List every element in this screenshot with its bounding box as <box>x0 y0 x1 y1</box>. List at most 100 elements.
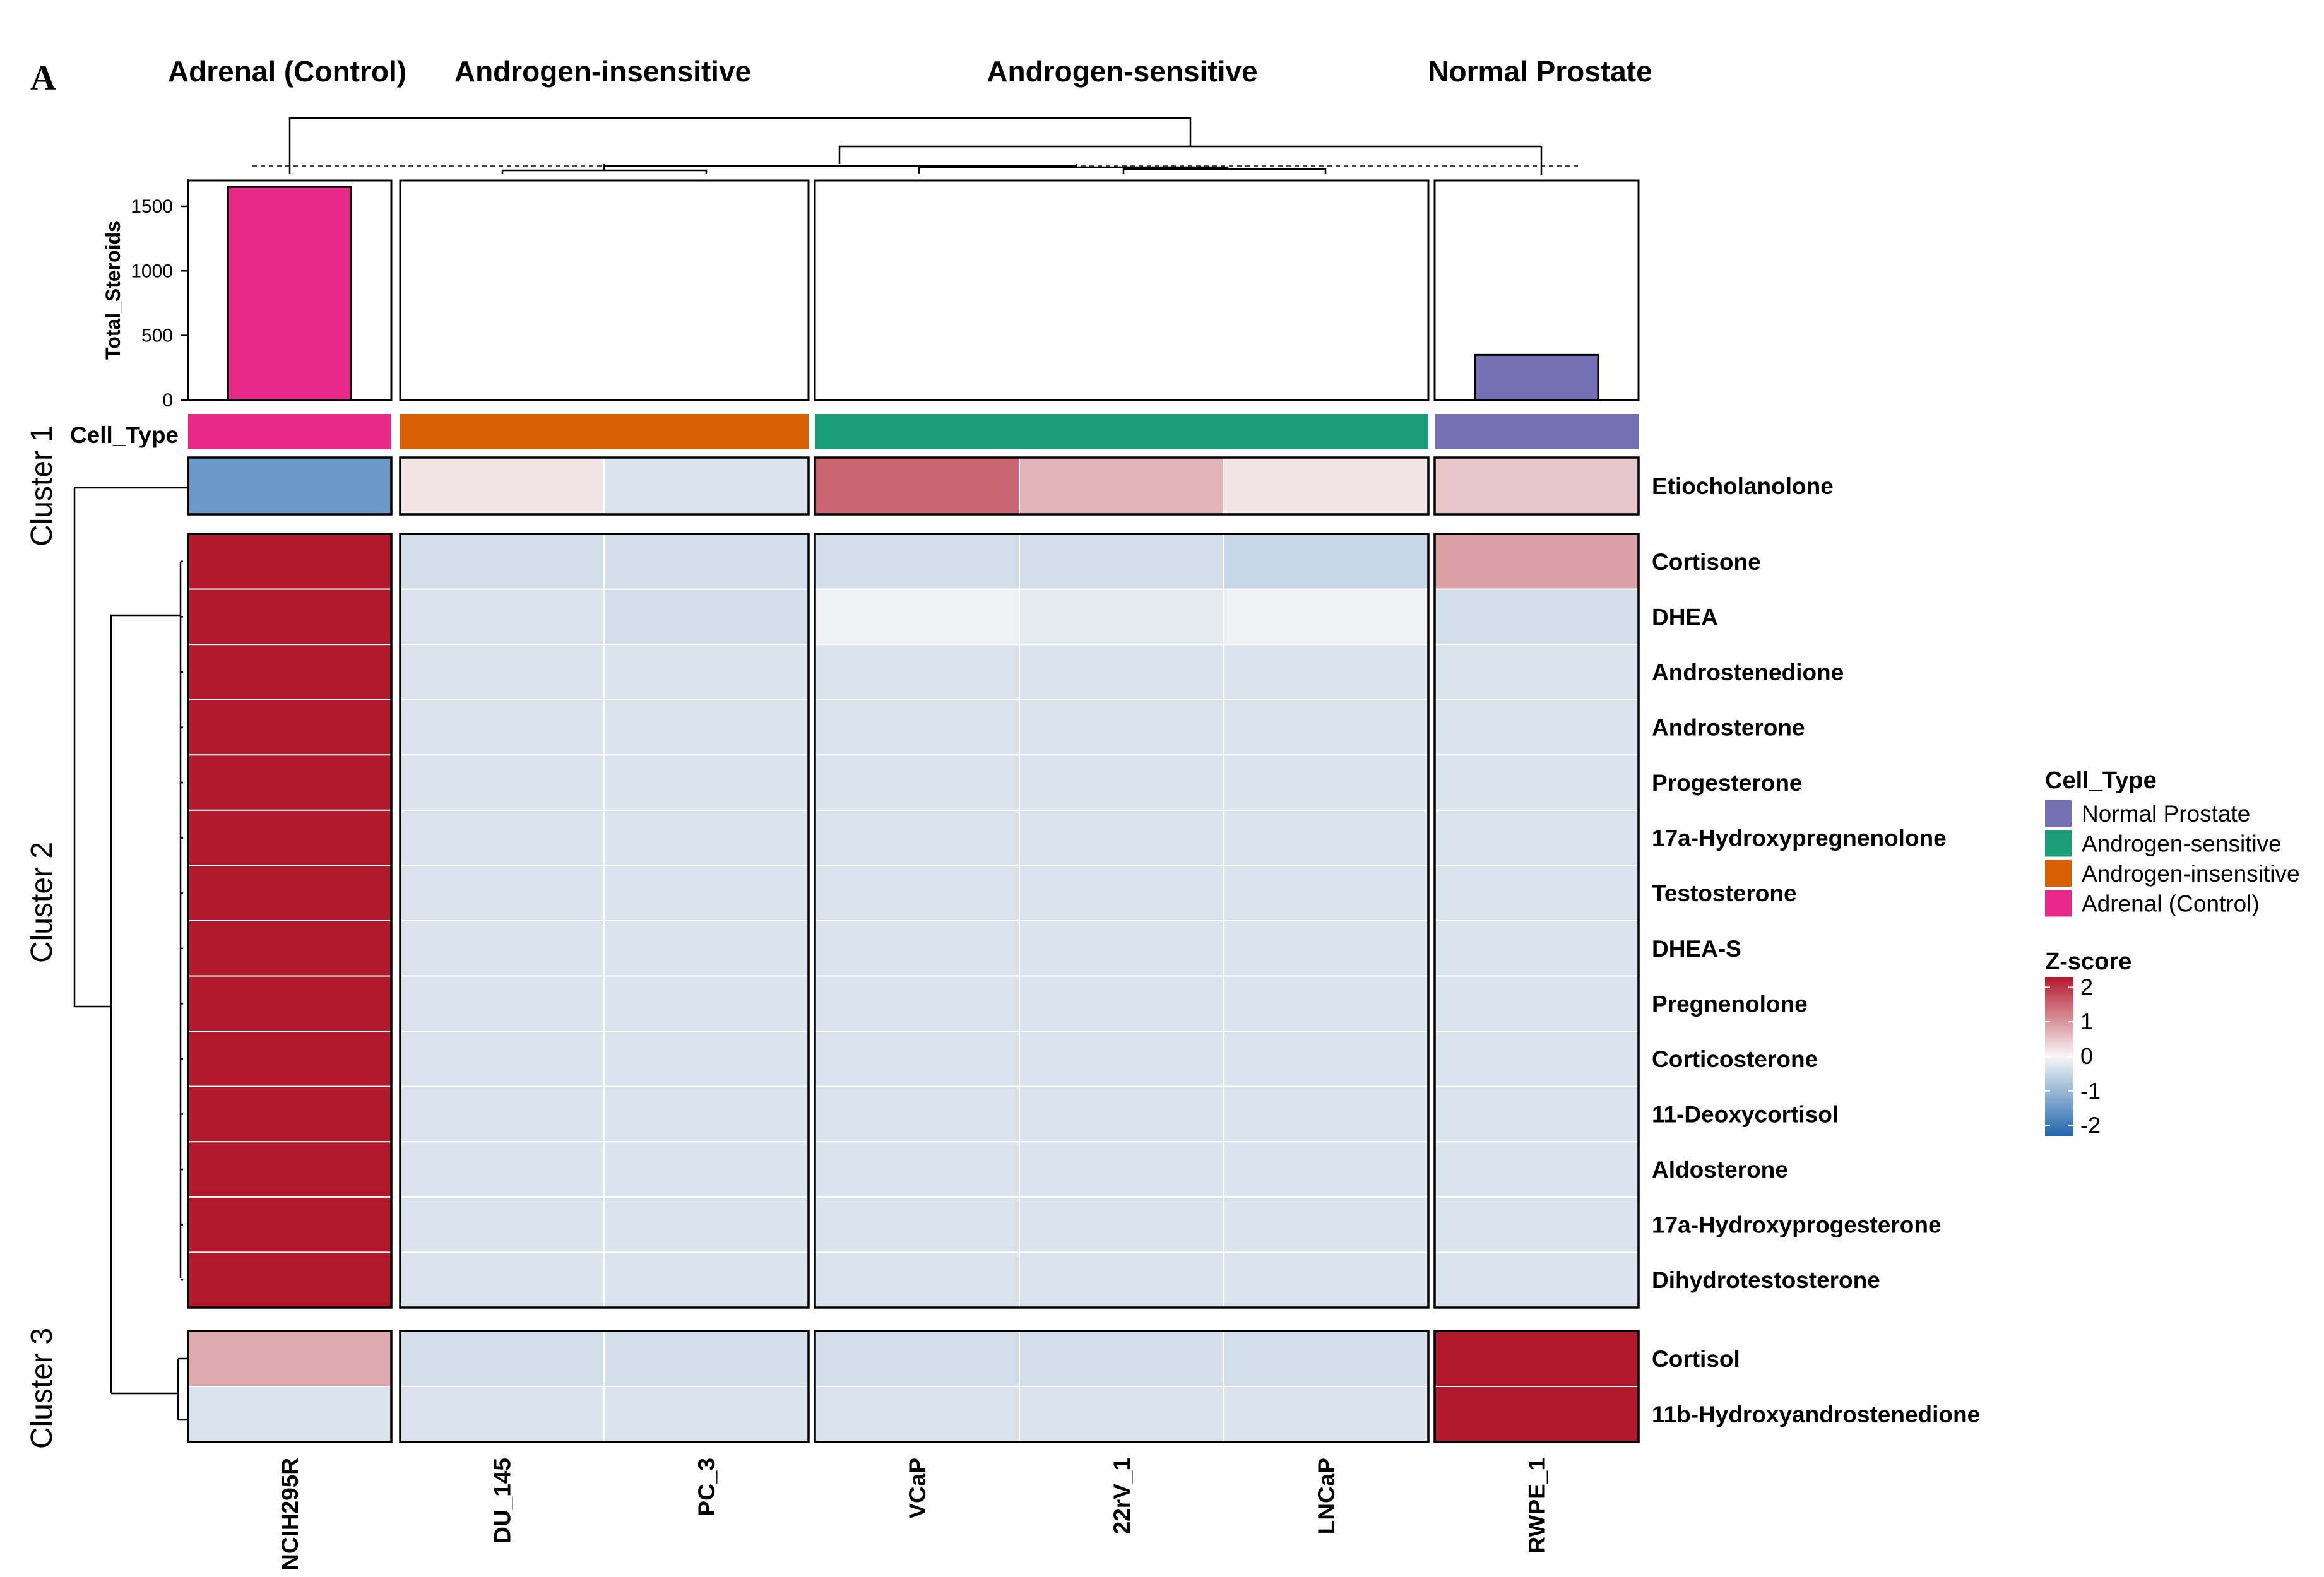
heatmap-cell <box>400 754 605 811</box>
heatmap-block-frame <box>399 533 810 1309</box>
heatmap-cell <box>814 1251 1020 1309</box>
heatmap-cell <box>400 975 605 1032</box>
heatmap-cell <box>1434 699 1639 756</box>
cluster-label-cluster-2: Cluster 2 <box>25 842 59 963</box>
heatmap-cell <box>400 1196 605 1253</box>
heatmap-block-frame <box>1433 456 1640 516</box>
heatmap-block-frame <box>187 456 393 516</box>
heatmap-block-frame <box>1433 1330 1640 1443</box>
cluster-labels: Cluster 1 Cluster 2 Cluster 3 <box>25 425 59 1449</box>
heatmap-cell <box>1434 588 1639 646</box>
heatmap-cell <box>187 809 392 866</box>
heatmap-cell <box>1434 1251 1639 1309</box>
heatmap-cell <box>603 920 809 977</box>
heatmap-cell <box>187 1386 392 1443</box>
row-dendro-cluster2-join <box>110 614 181 1007</box>
column-label-lncap: LNCaP <box>1313 1458 1339 1534</box>
dendro-insensitive-right <box>604 169 708 174</box>
heatmap-cell <box>1019 1141 1224 1198</box>
heatmap-cell <box>1019 920 1224 977</box>
heatmap-cell <box>1434 1141 1639 1198</box>
heatmap-cell <box>187 1031 392 1087</box>
heatmap-cell <box>187 457 392 515</box>
bar-axis-tick-label: 1000 <box>131 261 173 281</box>
column-label-ncih295r: NCIH295R <box>277 1458 303 1571</box>
heatmap-cell <box>603 533 809 590</box>
cell-type-annotation-label: Cell_Type <box>70 422 179 448</box>
heatmap-cell <box>603 699 809 756</box>
heatmap-block-frame <box>187 533 393 1309</box>
legend-label-androgen-sensitive: Androgen-sensitive <box>2082 831 2282 857</box>
heatmap-cell <box>603 1251 809 1309</box>
zscore-tick-label: 1 <box>2080 1008 2093 1034</box>
heatmap-cell <box>1434 533 1639 590</box>
dendro-sensitive-mid <box>1076 166 1229 174</box>
heatmap-cell <box>603 1386 809 1443</box>
heatmap-cell <box>187 1251 392 1309</box>
legend-label-normal-prostate: Normal Prostate <box>2082 801 2250 827</box>
row-label-dhea-s: DHEA-S <box>1652 936 1741 962</box>
heatmap-cell <box>400 920 605 977</box>
column-dendrogram <box>252 117 1578 175</box>
row-label-dhea: DHEA <box>1652 604 1718 630</box>
heatmap-cell <box>1223 920 1429 977</box>
panel-label: A <box>30 59 56 98</box>
dendro-root-branch <box>288 117 1192 174</box>
row-label-progesterone: Progesterone <box>1652 770 1803 796</box>
heatmap-cell <box>603 1196 809 1253</box>
zscore-tick-label: -2 <box>2080 1113 2101 1138</box>
heatmap-cell <box>1223 809 1429 866</box>
heatmap-cell <box>603 644 809 700</box>
legend-label-adrenal-control: Adrenal (Control) <box>2082 891 2260 917</box>
row-label-cortisol: Cortisol <box>1652 1346 1740 1372</box>
column-label-vcap: VCaP <box>904 1458 930 1519</box>
row-dendro-cluster1-join <box>73 488 111 1008</box>
heatmap-cell <box>187 699 392 756</box>
zscore-tick-label: 0 <box>2080 1043 2093 1069</box>
heatmap-cell <box>814 754 1020 811</box>
heatmap-cell <box>814 533 1020 590</box>
row-label-17a-hydroxypregnenolone: 17a-Hydroxypregnenolone <box>1652 825 1947 851</box>
heatmap-block-frame <box>187 1330 393 1443</box>
heatmap-cell <box>1223 1196 1429 1253</box>
heatmap-cell <box>1223 1330 1429 1387</box>
heatmap-cell <box>187 533 392 590</box>
group-title-androgen-insensitive: Androgen-insensitive <box>454 55 751 88</box>
heatmap-cell <box>1223 1141 1429 1198</box>
legend-swatch-androgen-sensitive <box>2045 830 2072 857</box>
heatmap-cell <box>603 754 809 811</box>
heatmap-cell <box>814 1085 1020 1143</box>
heatmap-cell <box>1434 865 1639 922</box>
heatmap-cell <box>400 1085 605 1143</box>
legend-swatch-normal-prostate <box>2045 800 2072 827</box>
heatmap-cell <box>1223 699 1429 756</box>
cell-type-strip-normal-prostate <box>1435 414 1639 449</box>
row-label-17a-hydroxyprogesterone: 17a-Hydroxyprogesterone <box>1652 1212 1942 1238</box>
heatmap-cell <box>1434 1196 1639 1253</box>
row-label-cortisone: Cortisone <box>1652 549 1761 575</box>
heatmap-cell <box>1223 754 1429 811</box>
row-label-etiocholanolone: Etiocholanolone <box>1652 473 1834 499</box>
heatmap-body <box>187 456 1640 1443</box>
heatmap-cell <box>1019 809 1224 866</box>
heatmap-cell <box>400 809 605 866</box>
cell-type-legend: Cell_Type Normal Prostate Androgen-sensiti… <box>2045 767 2300 917</box>
heatmap-cell <box>1019 1085 1224 1143</box>
heatmap-block-frame <box>814 533 1430 1309</box>
heatmap-cell <box>1223 975 1429 1032</box>
heatmap-cell <box>814 1330 1020 1387</box>
group-title-normal-prostate: Normal Prostate <box>1428 55 1652 88</box>
legend-label-androgen-insensitive: Androgen-insensitive <box>2082 861 2300 887</box>
row-label-aldosterone: Aldosterone <box>1652 1157 1788 1183</box>
heatmap-cell <box>187 1330 392 1387</box>
heatmap-cell <box>1019 1196 1224 1253</box>
heatmap-cell <box>603 1031 809 1087</box>
column-label-du-145: DU_145 <box>490 1458 516 1544</box>
bar-axis-tick-label: 500 <box>141 326 173 346</box>
cell-type-strip-androgen-insensitive <box>400 414 809 449</box>
heatmap-cell <box>1434 644 1639 700</box>
heatmap-cell <box>814 457 1020 515</box>
cell-type-strip-androgen-sensitive <box>815 414 1428 449</box>
heatmap-cell <box>814 699 1020 756</box>
heatmap-cell <box>1223 1085 1429 1143</box>
